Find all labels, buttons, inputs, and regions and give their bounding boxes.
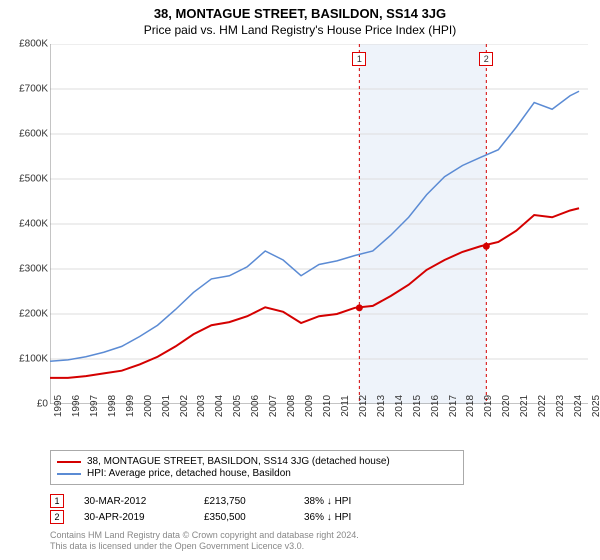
- xtick-label: 2018: [465, 395, 476, 417]
- sale-marker-1: 1: [352, 52, 366, 66]
- xtick-label: 2008: [286, 395, 297, 417]
- sale-num-box: 2: [50, 510, 64, 524]
- ytick-label: £800K: [19, 39, 48, 50]
- xtick-label: 2022: [537, 395, 548, 417]
- ytick-label: £200K: [19, 309, 48, 320]
- chart-title: 38, MONTAGUE STREET, BASILDON, SS14 3JG: [0, 0, 600, 21]
- footer-line1: Contains HM Land Registry data © Crown c…: [50, 530, 359, 541]
- sale-row-2: 2 30-APR-2019 £350,500 36% ↓ HPI: [50, 510, 384, 524]
- sales-table: 1 30-MAR-2012 £213,750 38% ↓ HPI 2 30-AP…: [50, 492, 384, 526]
- legend: 38, MONTAGUE STREET, BASILDON, SS14 3JG …: [50, 450, 464, 485]
- ytick-label: £100K: [19, 354, 48, 365]
- xtick-label: 2021: [519, 395, 530, 417]
- ytick-label: £400K: [19, 219, 48, 230]
- xtick-label: 2023: [555, 395, 566, 417]
- xtick-label: 2011: [340, 395, 351, 417]
- xtick-label: 2000: [143, 395, 154, 417]
- legend-item-property: 38, MONTAGUE STREET, BASILDON, SS14 3JG …: [57, 456, 457, 467]
- ytick-label: £0: [37, 399, 48, 410]
- sale-num-box: 1: [50, 494, 64, 508]
- xtick-label: 2025: [591, 395, 600, 417]
- legend-label-hpi: HPI: Average price, detached house, Basi…: [87, 468, 291, 479]
- xtick-label: 2020: [501, 395, 512, 417]
- legend-swatch-property: [57, 461, 81, 463]
- legend-swatch-hpi: [57, 473, 81, 475]
- xtick-label: 2019: [483, 395, 494, 417]
- xtick-label: 2001: [161, 395, 172, 417]
- chart-area: £0£100K£200K£300K£400K£500K£600K£700K£80…: [50, 44, 588, 404]
- footer-line2: This data is licensed under the Open Gov…: [50, 541, 359, 552]
- ytick-label: £700K: [19, 84, 48, 95]
- ytick-label: £500K: [19, 174, 48, 185]
- xtick-label: 2004: [214, 395, 225, 417]
- sale-date: 30-MAR-2012: [84, 496, 184, 507]
- legend-label-property: 38, MONTAGUE STREET, BASILDON, SS14 3JG …: [87, 456, 390, 467]
- xtick-label: 1997: [89, 395, 100, 417]
- sale-marker-2: 2: [479, 52, 493, 66]
- xtick-label: 2024: [573, 395, 584, 417]
- xtick-label: 2010: [322, 395, 333, 417]
- xtick-label: 2015: [412, 395, 423, 417]
- chart-subtitle: Price paid vs. HM Land Registry's House …: [0, 21, 600, 41]
- xtick-label: 2012: [358, 395, 369, 417]
- xtick-label: 1995: [53, 395, 64, 417]
- xtick-label: 1996: [71, 395, 82, 417]
- sale-price: £213,750: [204, 496, 284, 507]
- footer: Contains HM Land Registry data © Crown c…: [50, 530, 359, 552]
- xtick-label: 1998: [107, 395, 118, 417]
- xtick-label: 2005: [232, 395, 243, 417]
- sale-row-1: 1 30-MAR-2012 £213,750 38% ↓ HPI: [50, 494, 384, 508]
- xtick-label: 2002: [179, 395, 190, 417]
- ytick-label: £300K: [19, 264, 48, 275]
- xtick-label: 2017: [448, 395, 459, 417]
- ytick-label: £600K: [19, 129, 48, 140]
- sale-pct: 36% ↓ HPI: [304, 512, 384, 523]
- xtick-label: 2016: [430, 395, 441, 417]
- legend-item-hpi: HPI: Average price, detached house, Basi…: [57, 468, 457, 479]
- xtick-label: 2013: [376, 395, 387, 417]
- xtick-label: 2007: [268, 395, 279, 417]
- xtick-label: 1999: [125, 395, 136, 417]
- chart-svg: [50, 44, 588, 404]
- sale-price: £350,500: [204, 512, 284, 523]
- sale-pct: 38% ↓ HPI: [304, 496, 384, 507]
- xtick-label: 2014: [394, 395, 405, 417]
- xtick-label: 2006: [250, 395, 261, 417]
- xtick-label: 2009: [304, 395, 315, 417]
- xtick-label: 2003: [196, 395, 207, 417]
- sale-date: 30-APR-2019: [84, 512, 184, 523]
